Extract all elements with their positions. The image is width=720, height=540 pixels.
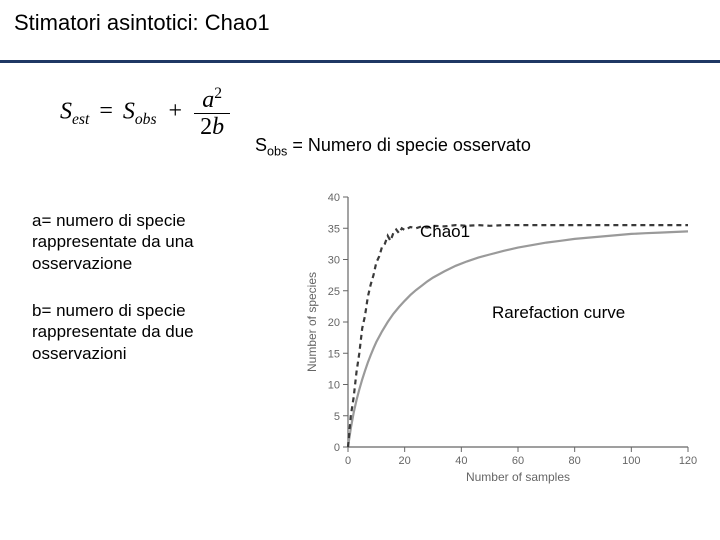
formula-lhs-sub: est [72, 111, 89, 128]
formula-rhs-sub: obs [135, 111, 157, 128]
definition-b: b= numero di specie rappresentate da due… [32, 300, 242, 364]
sobs-definition: Sobs = Numero di specie osservato [255, 135, 531, 159]
species-chart: 0 20 40 60 80 100 120 0 5 10 15 20 25 30 35 40 Number of… [300, 185, 700, 485]
svg-text:35: 35 [328, 223, 340, 235]
chart-annotation-rarefaction: Rarefaction curve [492, 303, 625, 323]
formula-denominator: 2b [194, 114, 230, 140]
chart-container: 0 20 40 60 80 100 120 0 5 10 15 20 25 30 35 40 Number of… [300, 185, 700, 485]
svg-text:30: 30 [328, 255, 340, 267]
formula-fraction: a2 2b [194, 85, 230, 141]
formula-plus: + [163, 98, 189, 124]
svg-text:40: 40 [328, 192, 340, 204]
svg-text:100: 100 [622, 455, 640, 467]
svg-text:25: 25 [328, 286, 340, 298]
formula-eq: = [95, 98, 117, 124]
svg-text:0: 0 [334, 442, 340, 454]
svg-text:60: 60 [512, 455, 524, 467]
svg-text:5: 5 [334, 411, 340, 423]
sobs-S: S [255, 135, 267, 155]
svg-text:20: 20 [399, 455, 411, 467]
svg-text:10: 10 [328, 380, 340, 392]
formula-lhs-S: S [60, 98, 72, 124]
svg-text:120: 120 [679, 455, 697, 467]
sobs-text: = Numero di specie osservato [287, 135, 531, 155]
svg-text:20: 20 [328, 317, 340, 329]
svg-text:Number of species: Number of species [305, 272, 319, 372]
svg-text:40: 40 [455, 455, 467, 467]
title-rule [0, 60, 720, 63]
chart-annotation-chao1: Chao1 [420, 222, 470, 242]
svg-text:0: 0 [345, 455, 351, 467]
formula-numerator: a2 [194, 85, 230, 114]
svg-text:15: 15 [328, 348, 340, 360]
sobs-sub: obs [267, 145, 287, 159]
slide: Stimatori asintotici: Chao1 Sest = Sobs … [0, 0, 720, 540]
svg-text:80: 80 [569, 455, 581, 467]
slide-title: Stimatori asintotici: Chao1 [14, 10, 270, 36]
definition-a: a= numero di specie rappresentate da una… [32, 210, 242, 274]
chao1-formula: Sest = Sobs + a2 2b [60, 85, 230, 141]
svg-text:Number of samples: Number of samples [466, 470, 570, 484]
formula-rhs-S: S [123, 98, 135, 124]
